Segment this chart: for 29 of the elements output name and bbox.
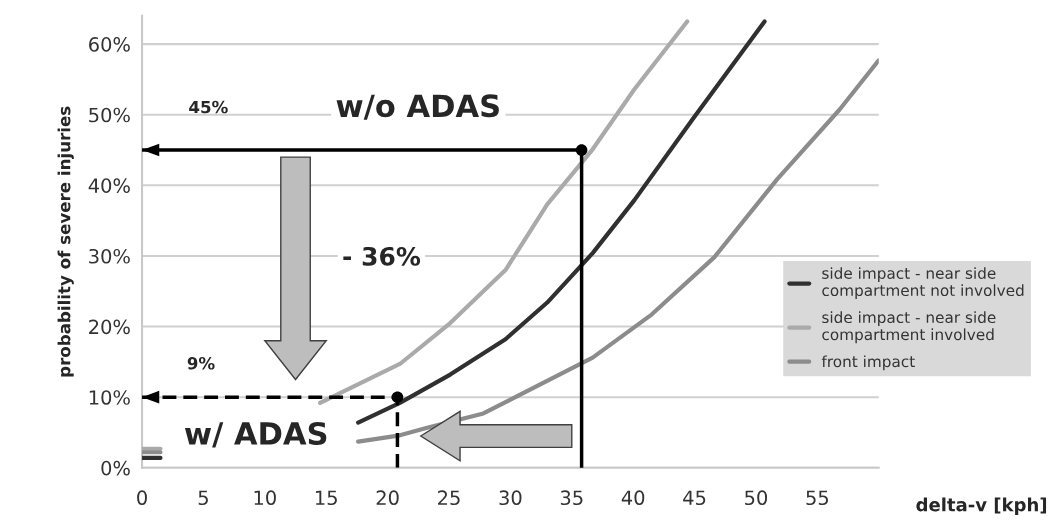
y-tick-label: 30% (89, 248, 130, 264)
x-tick-label: 40 (621, 490, 645, 506)
annotation: 9% (187, 356, 215, 370)
x-axis-title: delta-v [kph] (916, 497, 1047, 515)
annotation: 45% (189, 100, 228, 114)
y-tick-label: 40% (88, 178, 130, 193)
x-tick-label: 50 (745, 490, 768, 506)
y-tick-label: 60% (89, 37, 130, 52)
y-tick-label: 0% (101, 460, 130, 476)
x-tick-label: 30 (499, 490, 522, 506)
annotation: - 36% (343, 246, 421, 266)
x-tick-label: 15 (315, 490, 337, 506)
legend-label: front impact (821, 355, 915, 371)
x-tick-label: 45 (683, 490, 706, 506)
annotation: w/ ADAS (184, 421, 327, 448)
annotation: w/o ADAS (336, 94, 499, 120)
y-tick-label: 50% (89, 107, 130, 123)
x-tick-label: 55 (806, 490, 829, 506)
x-tick-label: 35 (560, 490, 583, 506)
y-axis-title: probability of severe injuries (57, 106, 74, 377)
x-tick-label: 10 (254, 490, 276, 506)
x-tick-label: 5 (198, 490, 208, 506)
y-tick-label: 20% (89, 319, 130, 335)
x-tick-label: 25 (438, 490, 460, 506)
x-tick-label: 0 (137, 490, 147, 506)
x-tick-label: 20 (376, 490, 399, 506)
legend-label: side impact - near side compartment involved (822, 311, 996, 344)
legend-label: side impact - near side compartment not involved (822, 267, 1024, 300)
y-tick-label: 10% (89, 390, 130, 405)
